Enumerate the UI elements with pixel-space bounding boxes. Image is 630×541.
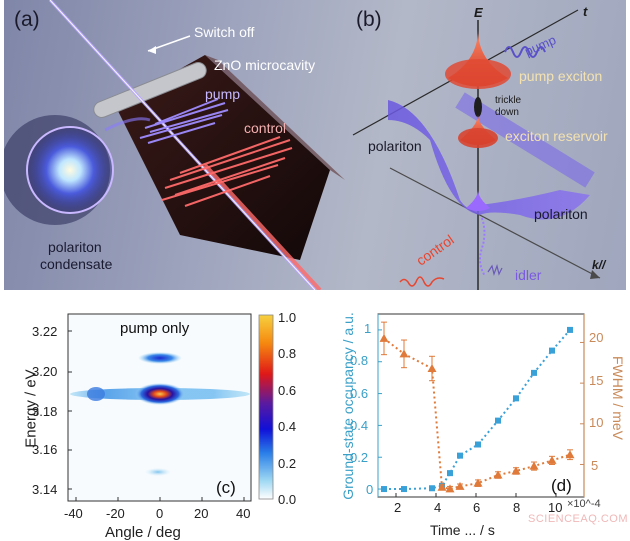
annotation-zno-microcavity: ZnO microcavity <box>214 57 316 73</box>
ytick-c: 3.14 <box>32 482 58 497</box>
ytick-c: 3.20 <box>32 364 58 379</box>
ytick-c: 3.18 <box>32 404 58 419</box>
watermark: SCIENCEAQ.COM <box>528 513 629 525</box>
schematic-illustration: (a) Switch off ZnO microcavity pump cont… <box>4 0 626 290</box>
panel-label-b: (b) <box>356 8 382 31</box>
panel-d-line-chart: (d) 1 0.8 0.6 0.4 0.2 0 Ground-state occ… <box>320 290 630 538</box>
colorbar-tick: 1.0 <box>278 310 297 325</box>
xtick-d: 8 <box>513 500 521 515</box>
heatmap-title: pump only <box>120 320 190 337</box>
colorbar-tick: 0.8 <box>278 346 297 361</box>
panel-label-d: (d) <box>551 476 572 495</box>
xtick-c: 0 <box>156 506 164 521</box>
xtick-d: 4 <box>434 500 442 515</box>
xtick-c: -40 <box>64 506 83 521</box>
ytick-left: 0.4 <box>350 418 369 433</box>
xtick-d: 2 <box>394 500 402 515</box>
ytick-left: 0.6 <box>350 386 369 401</box>
heatmap-ylabel: Energy / eV <box>22 369 40 448</box>
annotation-control: control <box>244 120 287 136</box>
annotation-polariton-left: polariton <box>368 138 422 154</box>
x-multiplier: ×10^-4 <box>567 498 601 510</box>
ytick-right: 20 <box>589 330 604 345</box>
schematic-graphic <box>4 0 601 290</box>
annotation-condensate-line2: condensate <box>40 256 113 272</box>
annotation-pump: pump <box>205 86 241 102</box>
xtick-c: -20 <box>106 506 125 521</box>
annotation-idler: idler <box>515 267 542 283</box>
heatmap-graphic <box>67 313 274 502</box>
annotation-condensate-line1: polariton <box>48 239 102 255</box>
ytick-right: 5 <box>591 458 599 473</box>
ytick-left: 0 <box>366 482 374 497</box>
axis-energy: E <box>474 5 483 20</box>
ylabel-left: Ground-state occupancy / a.u. <box>340 312 356 500</box>
colorbar-tick: 0.2 <box>278 456 297 471</box>
axis-momentum: k// <box>592 258 606 272</box>
annotation-pump-exciton: pump exciton <box>519 68 603 84</box>
line-chart-graphic <box>377 313 585 498</box>
xlabel-d: Time ... / s <box>430 522 495 538</box>
ytick-left: 0.2 <box>350 450 369 465</box>
annotation-polariton-right: polariton <box>534 206 588 222</box>
xtick-c: 40 <box>236 506 251 521</box>
ytick-c: 3.22 <box>32 324 58 339</box>
annotation-trickle: trickle <box>495 95 522 106</box>
colorbar-tick: 0.0 <box>278 492 297 507</box>
annotation-down: down <box>495 107 519 118</box>
panel-label-c: (c) <box>216 478 236 497</box>
annotation-exciton-reservoir: exciton reservoir <box>505 128 608 144</box>
xtick-d: 6 <box>473 500 481 515</box>
colorbar-tick: 0.6 <box>278 383 297 398</box>
panel-label-a: (a) <box>14 8 40 31</box>
panel-c-heatmap: pump only (c) 3.22 3.20 3.18 3.16 3.14 E… <box>0 290 320 541</box>
ytick-c: 3.16 <box>32 442 58 457</box>
annotation-switch-off: Switch off <box>194 24 255 40</box>
ytick-right: 10 <box>589 415 604 430</box>
axis-time: t <box>583 4 588 19</box>
ytick-left: 0.8 <box>350 353 369 368</box>
heatmap-xlabel: Angle / deg <box>105 524 181 541</box>
ytick-left: 1 <box>364 321 372 336</box>
ytick-right: 15 <box>589 373 604 388</box>
xtick-d: 10 <box>548 500 563 515</box>
ylabel-right: FWHM / meV <box>610 356 626 440</box>
colorbar-tick: 0.4 <box>278 419 297 434</box>
xtick-c: 20 <box>194 506 209 521</box>
